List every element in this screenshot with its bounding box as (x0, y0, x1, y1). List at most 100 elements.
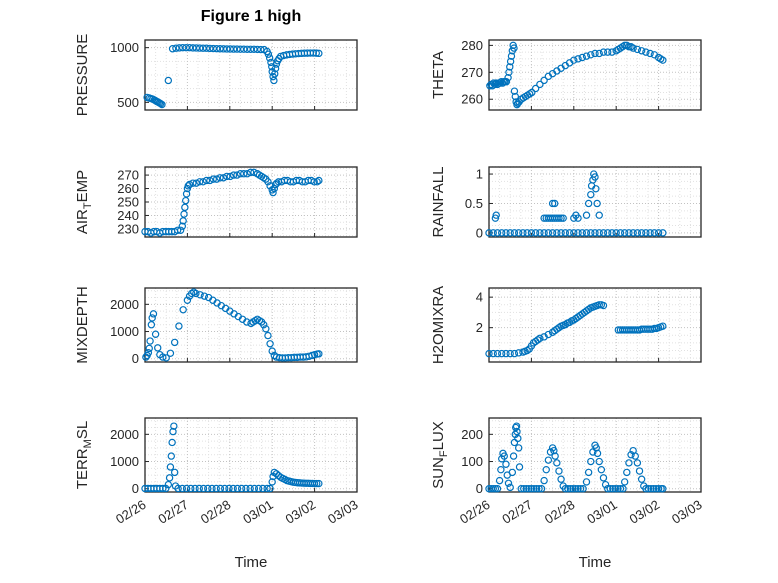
data-point-marker (591, 173, 599, 181)
y-tick-label: 2000 (110, 427, 139, 442)
data-point-marker (315, 479, 323, 488)
data-point-marker (595, 49, 603, 58)
data-point-marker (620, 478, 629, 486)
data-point-marker (181, 203, 189, 212)
data-point-marker (544, 330, 553, 339)
x-axis-label-left: Time (234, 554, 268, 571)
data-point-marker (262, 325, 270, 333)
data-point-marker (257, 45, 265, 54)
data-point-marker (264, 50, 273, 58)
x-tick-label: 02/28 (198, 497, 234, 527)
data-point-marker (548, 229, 557, 237)
y-tick-label: 2 (476, 320, 483, 335)
data-point-marker (517, 485, 525, 493)
data-point-marker (254, 484, 263, 493)
data-point-marker (625, 229, 633, 237)
data-point-marker (574, 214, 582, 222)
data-point-marker (555, 214, 563, 222)
data-point-marker (264, 178, 272, 186)
data-point-marker (591, 229, 599, 237)
data-point-marker (151, 330, 160, 338)
data-point-marker (576, 485, 585, 493)
data-point-marker (595, 301, 603, 309)
data-point-marker (584, 468, 593, 477)
data-point-marker (315, 350, 323, 358)
y-tick-label: 250 (117, 195, 139, 210)
data-point-marker (557, 229, 565, 237)
data-point-marker (527, 229, 536, 237)
data-point-marker (629, 44, 637, 52)
y-tick-label: 260 (117, 181, 139, 196)
data-point-marker (551, 452, 559, 460)
data-point-marker (144, 349, 153, 357)
data-point-marker (175, 322, 183, 330)
data-point-marker (182, 190, 191, 198)
data-point-marker (159, 484, 167, 493)
data-point-marker (592, 185, 600, 193)
x-tick-label: 02/27 (155, 497, 191, 527)
data-point-marker (599, 48, 608, 56)
y-axis-label: AIRTEMP (74, 170, 94, 234)
data-point-marker (199, 484, 208, 493)
data-point-marker (540, 333, 548, 341)
data-point-marker (508, 468, 517, 477)
data-point-marker (659, 56, 667, 64)
data-point-marker (525, 485, 533, 493)
data-point-marker (553, 459, 561, 467)
subplot-sun-flux: 0 100 200 02/26 02/27 02/28 03/01 03/02 03/03 SUN… (430, 417, 705, 527)
data-point-marker (527, 485, 536, 493)
data-point-marker (505, 68, 513, 77)
data-point-marker (633, 459, 642, 467)
data-point-marker (202, 176, 211, 185)
data-point-marker (619, 485, 627, 493)
data-point-marker (506, 229, 514, 237)
data-point-marker (587, 229, 595, 237)
data-point-marker (514, 444, 523, 452)
data-point-marker (604, 229, 612, 237)
x-tick-label: 02/26 (113, 497, 149, 527)
data-point-marker (522, 485, 531, 493)
data-point-marker (557, 475, 565, 483)
data-point-marker (493, 485, 502, 493)
data-point-marker (195, 484, 203, 493)
y-tick-label: 2000 (110, 297, 139, 312)
data-point-marker (502, 349, 510, 358)
data-point-marker (148, 314, 156, 322)
data-point-marker (168, 45, 177, 53)
data-point-marker (502, 78, 511, 86)
data-point-marker (574, 55, 582, 63)
data-point-marker (519, 229, 527, 237)
data-point-marker (633, 45, 642, 54)
data-point-marker (608, 48, 616, 56)
data-point-marker (642, 485, 650, 493)
data-point-marker (196, 291, 204, 299)
data-point-marker (574, 485, 582, 493)
data-point-marker (485, 229, 493, 237)
data-point-marker (493, 229, 502, 237)
data-point-marker (531, 84, 540, 93)
data-point-marker (587, 51, 595, 59)
data-point-marker (629, 229, 637, 237)
data-point-marker (493, 349, 502, 358)
data-point-marker (569, 485, 577, 493)
y-tick-label: 0 (476, 481, 483, 496)
data-point-marker (268, 478, 276, 486)
data-point-marker (564, 485, 572, 493)
subplot-pressure: 500 1000 PRESSURE (74, 34, 358, 116)
data-point-marker (548, 199, 557, 208)
data-point-marker (570, 56, 578, 64)
data-point-marker (260, 321, 268, 329)
data-point-marker (571, 485, 580, 493)
data-point-marker (520, 485, 528, 493)
data-point-marker (654, 485, 663, 493)
y-tick-label: 1000 (110, 454, 139, 469)
data-point-marker (221, 484, 229, 493)
data-points (485, 170, 667, 237)
data-point-marker (502, 229, 510, 237)
data-points (141, 168, 323, 237)
data-point-marker (584, 199, 593, 208)
data-point-marker (199, 178, 207, 186)
data-point-marker (185, 180, 194, 189)
data-point-marker (180, 210, 188, 218)
